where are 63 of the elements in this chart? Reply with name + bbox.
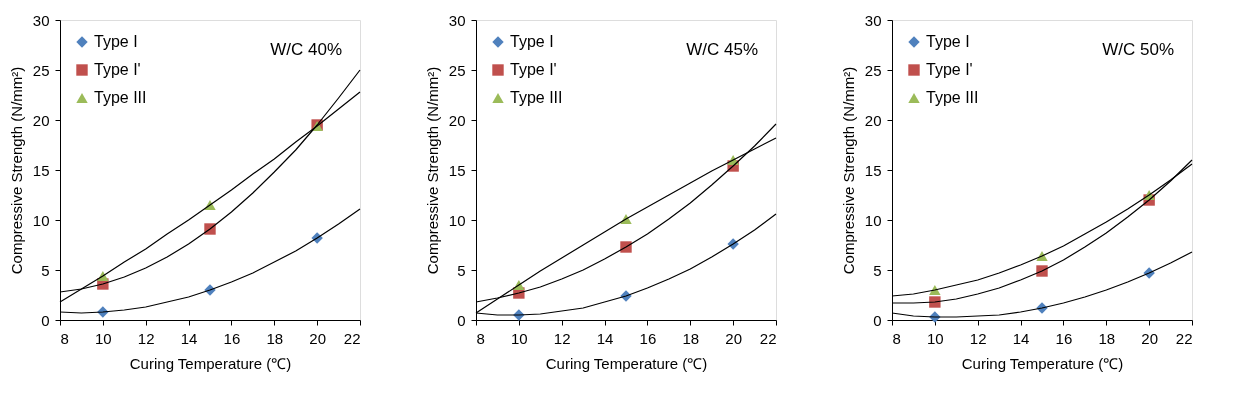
legend-label: Type III — [94, 89, 147, 106]
y-tick-label: 0 — [457, 311, 466, 329]
y-tick-label: 25 — [32, 61, 50, 79]
x-tick-label: 10 — [511, 329, 528, 347]
x-axis-title: Curing Temperature (℃) — [961, 354, 1124, 372]
x-tick-label: 8 — [892, 329, 901, 347]
y-tick-label: 20 — [448, 111, 466, 129]
x-tick-label: 20 — [1141, 329, 1158, 347]
y-tick-label: 10 — [864, 211, 882, 229]
x-tick-label: 16 — [639, 329, 657, 347]
y-tick-label: 20 — [32, 111, 50, 129]
x-tick-label: 8 — [476, 329, 485, 347]
x-axis-title: Curing Temperature (℃) — [545, 354, 708, 372]
y-tick-label: 25 — [864, 61, 882, 79]
x-tick-label: 22 — [1175, 329, 1193, 347]
y-tick-label: 15 — [448, 161, 466, 179]
y-tick-label: 10 — [32, 211, 50, 229]
y-tick-label: 0 — [41, 311, 50, 329]
x-tick-label: 20 — [725, 329, 742, 347]
x-tick-label: 10 — [927, 329, 944, 347]
y-tick-label: 15 — [864, 161, 882, 179]
legend-label: Type III — [510, 89, 563, 106]
x-tick-label: 16 — [223, 329, 241, 347]
x-tick-label: 14 — [1012, 329, 1030, 347]
y-tick-label: 30 — [864, 11, 882, 29]
x-tick-label: 10 — [95, 329, 112, 347]
x-tick-label: 20 — [309, 329, 326, 347]
legend-label: Type I' — [510, 61, 557, 78]
x-tick-label: 18 — [266, 329, 284, 347]
x-tick-label: 12 — [969, 329, 987, 347]
x-tick-label: 22 — [343, 329, 361, 347]
legend-label: Type I — [926, 33, 970, 50]
y-tick-label: 20 — [864, 111, 882, 129]
legend-label: Type I' — [94, 61, 141, 78]
y-tick-label: 25 — [448, 61, 466, 79]
y-tick-label: 0 — [873, 311, 882, 329]
x-tick-label: 8 — [60, 329, 69, 347]
y-axis-title: Compressive Strength (N/mm²) — [839, 66, 857, 275]
legend-label: Type I — [510, 33, 554, 50]
x-axis-title: Curing Temperature (℃) — [129, 354, 292, 372]
x-tick-label: 22 — [759, 329, 777, 347]
y-axis-title: Compressive Strength (N/mm²) — [423, 66, 441, 275]
y-tick-label: 5 — [41, 261, 50, 279]
x-tick-label: 16 — [1055, 329, 1073, 347]
x-tick-label: 18 — [1098, 329, 1116, 347]
annotation: W/C 40% — [270, 40, 342, 59]
y-tick-label: 30 — [448, 11, 466, 29]
x-tick-label: 12 — [553, 329, 571, 347]
legend-label: Type I — [94, 33, 138, 50]
y-tick-label: 10 — [448, 211, 466, 229]
x-tick-label: 14 — [596, 329, 614, 347]
legend-label: Type I' — [926, 61, 973, 78]
annotation: W/C 50% — [1102, 40, 1174, 59]
annotation: W/C 45% — [686, 40, 758, 59]
y-tick-label: 5 — [457, 261, 466, 279]
y-tick-label: 5 — [873, 261, 882, 279]
legend-label: Type III — [926, 89, 979, 106]
y-tick-label: 15 — [32, 161, 50, 179]
x-tick-label: 14 — [180, 329, 198, 347]
x-tick-label: 18 — [682, 329, 700, 347]
y-tick-label: 30 — [32, 11, 50, 29]
x-tick-label: 12 — [137, 329, 155, 347]
y-axis-title: Compressive Strength (N/mm²) — [7, 66, 25, 275]
